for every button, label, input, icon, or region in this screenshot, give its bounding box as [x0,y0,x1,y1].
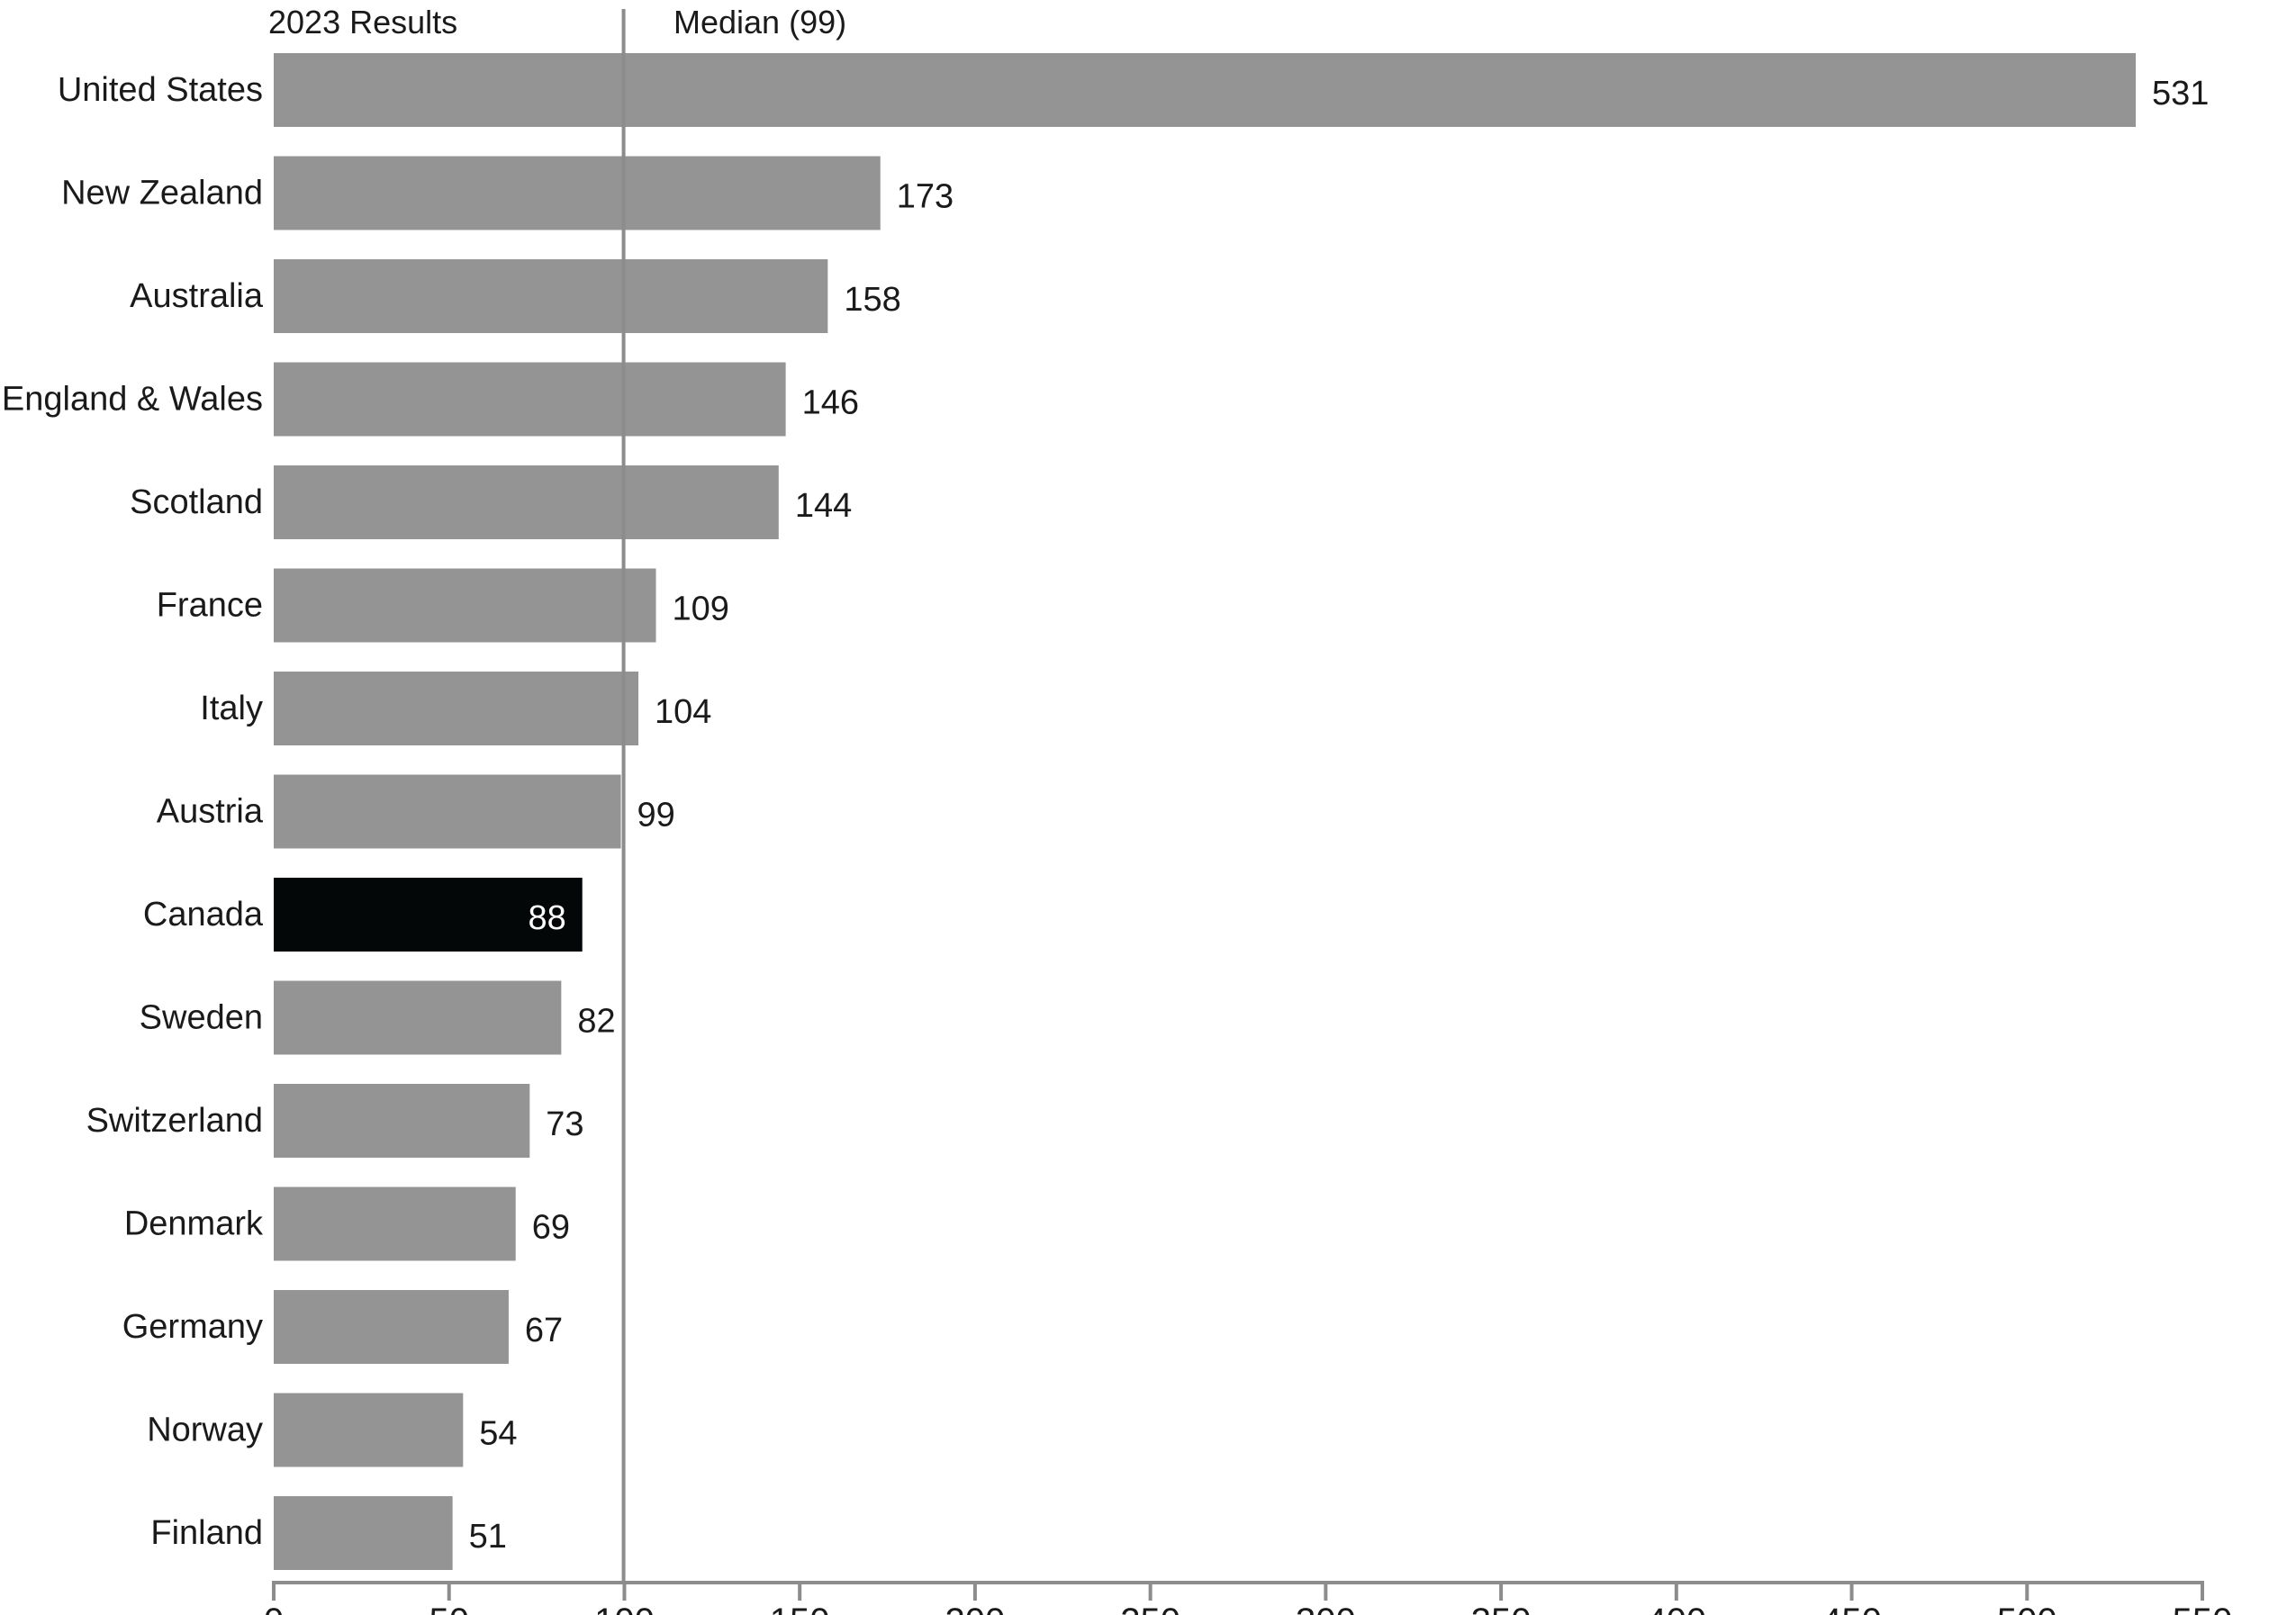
value-label-sweden: 82 [577,1003,615,1041]
category-label-austria: Austria [157,793,264,831]
x-tick-label: 250 [1120,1601,1180,1615]
bar-germany [274,1290,509,1364]
bar-sweden [274,980,562,1055]
category-label-new-zealand: New Zealand [61,175,263,212]
x-axis-ticks: 0 50 100 150 200 250 300 350 400 450 500 550 [264,1583,2233,1615]
bar-new-zealand [274,156,881,230]
value-label-denmark: 69 [532,1209,570,1247]
value-label-austria: 99 [637,797,675,835]
bar-norway [274,1393,464,1467]
x-tick-label: 550 [2173,1601,2233,1615]
bar-canada [274,878,583,952]
bar-france [274,568,656,643]
value-label-finland: 51 [469,1518,507,1556]
category-label-germany: Germany [122,1308,263,1346]
bar-united-states [274,53,2137,127]
value-label-germany: 67 [525,1312,563,1349]
x-tick-label: 400 [1646,1601,1706,1615]
category-label-denmark: Denmark [124,1205,264,1243]
category-label-france: France [157,587,263,625]
bar-finland [274,1496,453,1570]
value-label-switzerland: 73 [546,1105,583,1143]
value-label-scotland: 144 [795,487,852,525]
x-tick-label: 100 [594,1601,655,1615]
category-label-switzerland: Switzerland [86,1102,263,1140]
bar-england-wales [274,362,786,437]
value-label-united-states: 531 [2152,75,2209,113]
value-label-italy: 104 [655,693,711,731]
bar-austria [274,774,621,849]
x-tick-label: 300 [1296,1601,1356,1615]
x-tick-label: 350 [1471,1601,1532,1615]
bar-australia [274,259,828,333]
bar-denmark [274,1186,516,1261]
value-label-canada: 88 [528,899,565,937]
category-label-finland: Finland [150,1514,263,1552]
bars-group [274,53,2137,1570]
category-labels: United States New Zealand Australia England… [2,71,264,1552]
bar-switzerland [274,1084,530,1158]
x-tick-label: 50 [429,1601,469,1615]
median-label: Median (99) [673,4,846,41]
x-tick-label: 150 [770,1601,830,1615]
category-label-united-states: United States [58,71,263,109]
category-label-sweden: Sweden [140,999,263,1037]
value-label-new-zealand: 173 [897,178,954,216]
category-label-australia: Australia [130,277,264,315]
value-label-england-wales: 146 [802,384,859,422]
x-tick-label: 200 [945,1601,1006,1615]
x-tick-label: 450 [1821,1601,1882,1615]
category-label-italy: Italy [200,690,263,727]
category-label-canada: Canada [143,896,264,934]
value-label-australia: 158 [844,281,900,319]
x-tick-label: 500 [1997,1601,2057,1615]
value-labels: 531 173 158 146 144 109 104 99 88 82 73 69 67 54 51 [469,75,2210,1556]
x-tick-label: 0 [264,1601,284,1615]
category-label-norway: Norway [147,1412,263,1449]
value-label-norway: 54 [479,1415,517,1453]
bar-scotland [274,465,779,539]
bar-italy [274,672,639,745]
header-label: 2023 Results [268,4,457,41]
category-label-scotland: Scotland [130,483,263,521]
value-label-france: 109 [673,591,729,628]
category-label-england-wales: England & Wales [2,381,263,419]
